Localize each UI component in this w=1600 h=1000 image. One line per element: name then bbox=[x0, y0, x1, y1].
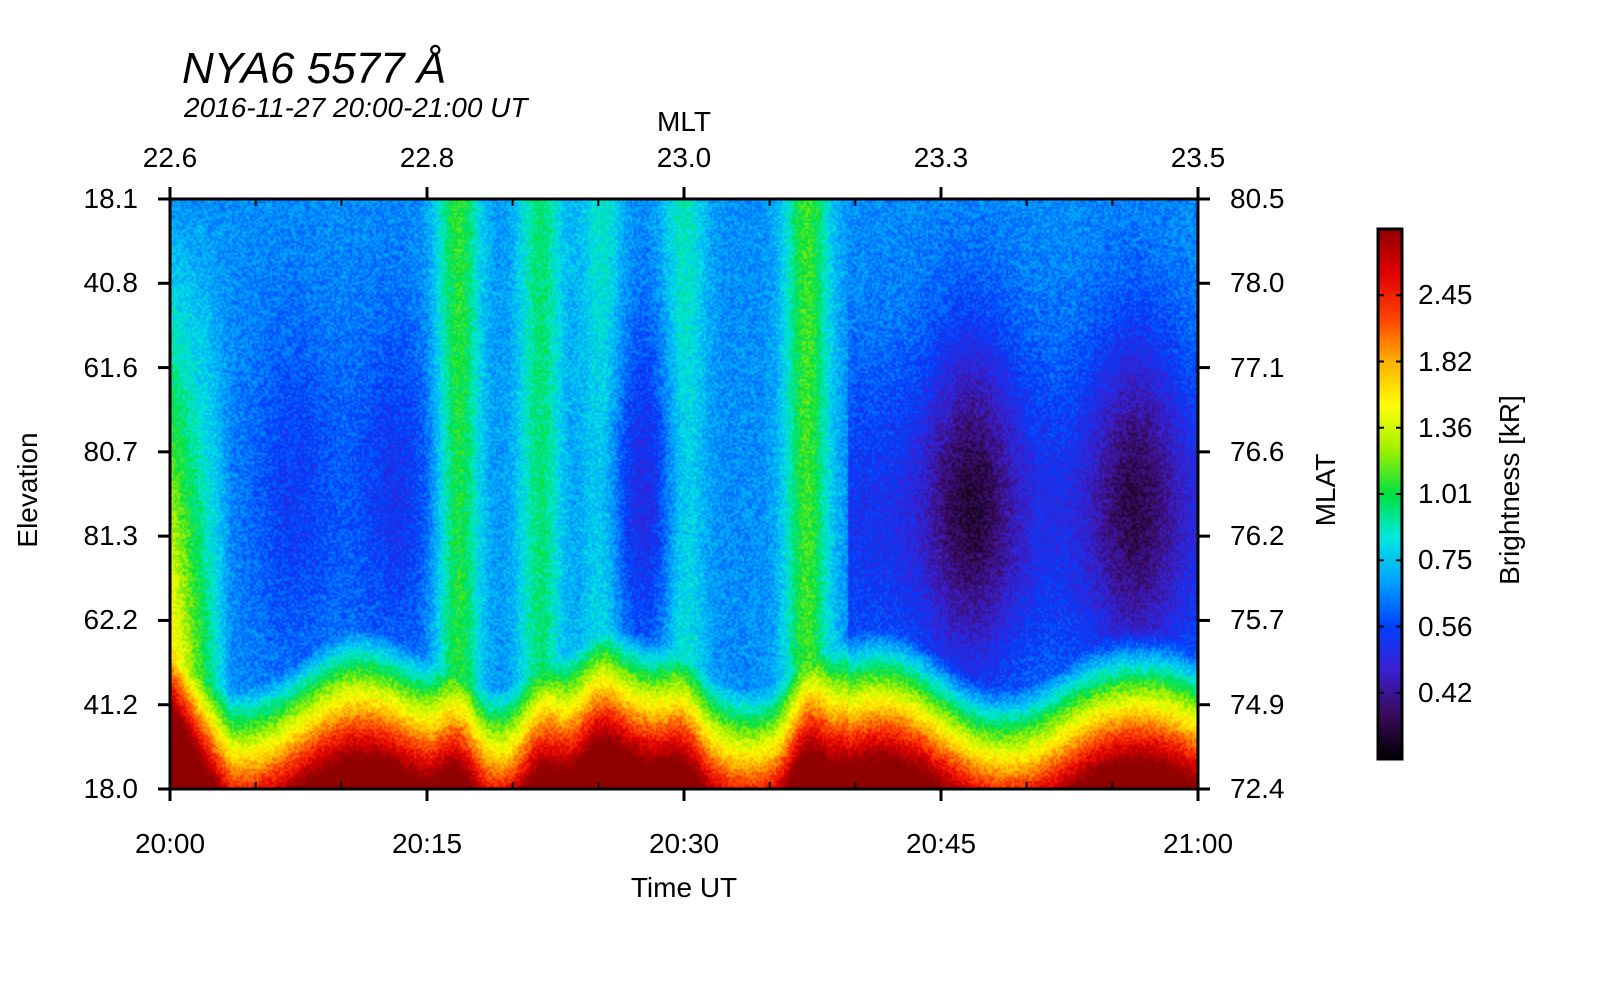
top-tick-label: 23.5 bbox=[1170, 142, 1226, 173]
right-tick-label: 77.1 bbox=[1230, 351, 1285, 383]
y-tick-label: 18.0 bbox=[83, 773, 139, 804]
axis-ticks bbox=[158, 187, 1210, 801]
top-tick-label: 22.8 bbox=[399, 142, 455, 173]
colorbar-tick-label: 1.01 bbox=[1418, 478, 1473, 509]
x-tick-label: 20:00 bbox=[134, 828, 206, 859]
y-tick-label: 40.8 bbox=[83, 267, 139, 299]
colorbar-ticks bbox=[1378, 294, 1402, 694]
right-tick-label: 78.0 bbox=[1230, 267, 1285, 299]
y-tick-label: 61.6 bbox=[83, 351, 139, 383]
top-tick-label: 23.3 bbox=[913, 142, 969, 173]
right-tick-label: 76.2 bbox=[1230, 520, 1285, 552]
y-tick-label: 41.2 bbox=[83, 688, 139, 720]
top-axis-label: MLT bbox=[657, 106, 711, 137]
chart-subtitle: 2016-11-27 20:00-21:00 UT bbox=[184, 92, 528, 123]
y-tick-label: 80.7 bbox=[83, 435, 139, 467]
colorbar-tick-label: 1.36 bbox=[1418, 411, 1473, 443]
heatmap-image bbox=[170, 199, 1198, 789]
colorbar-tick-label: 0.75 bbox=[1418, 544, 1473, 576]
right-tick-label: 80.5 bbox=[1230, 183, 1285, 214]
right-tick-label: 76.6 bbox=[1230, 435, 1285, 467]
right-tick-label: 75.7 bbox=[1230, 604, 1285, 636]
bottom-axis-label: Time UT bbox=[630, 872, 738, 903]
right-tick-label: 72.4 bbox=[1230, 773, 1285, 804]
y-tick-label: 18.1 bbox=[83, 183, 139, 214]
top-tick-label: 22.6 bbox=[142, 142, 198, 173]
plot-frame bbox=[168, 197, 1200, 791]
x-tick-label: 20:15 bbox=[391, 828, 463, 859]
y-tick-label: 81.3 bbox=[83, 520, 139, 552]
colorbar-tick-label: 0.42 bbox=[1418, 676, 1473, 708]
colorbar-tick-label: 2.45 bbox=[1418, 279, 1473, 311]
top-tick-label: 23.0 bbox=[656, 142, 712, 173]
x-tick-label: 20:30 bbox=[648, 828, 720, 859]
chart-title: NYA6 5577 Å bbox=[182, 44, 447, 93]
x-tick-label: 20:45 bbox=[905, 828, 977, 859]
y-tick-label: 62.2 bbox=[83, 604, 139, 636]
right-tick-label: 74.9 bbox=[1230, 688, 1285, 720]
x-tick-label: 21:00 bbox=[1162, 828, 1234, 859]
colorbar-tick-label: 1.82 bbox=[1418, 345, 1473, 377]
colorbar-tick-label: 0.56 bbox=[1418, 610, 1473, 642]
